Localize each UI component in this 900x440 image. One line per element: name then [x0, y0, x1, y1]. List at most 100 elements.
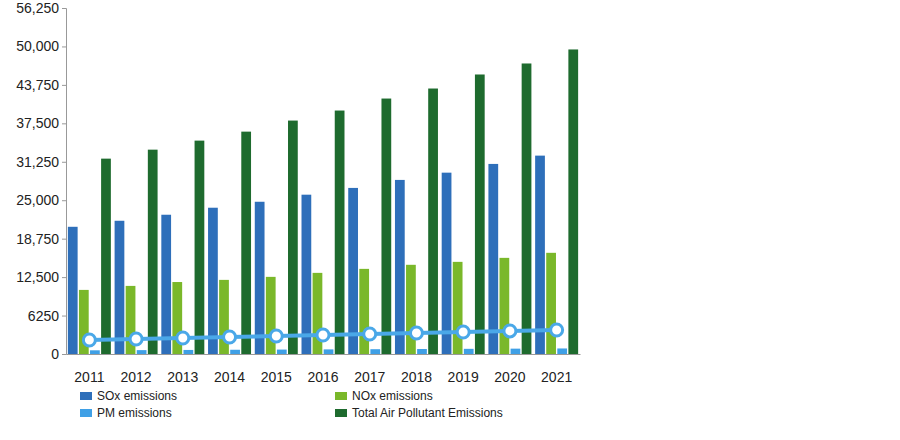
bar: [557, 348, 567, 354]
bar: [230, 350, 240, 354]
x-axis: 2011 2012 2013 2014 2015 2016 2017 2018 2019 2020…: [67, 354, 581, 385]
marker: [83, 334, 95, 346]
tick: 12,500: [16, 269, 66, 285]
tick-label: 2021: [541, 369, 572, 385]
tick-mark: [62, 8, 66, 9]
tick-label: 2011: [74, 369, 104, 385]
tick-label: 2016: [307, 369, 338, 385]
bar: [417, 349, 427, 354]
bar: [381, 99, 391, 354]
tick-mark: [62, 123, 66, 124]
tick-label: 2012: [121, 369, 152, 385]
bar: [241, 132, 251, 354]
bar-series: [90, 348, 567, 354]
bar: [161, 215, 171, 354]
bar: [568, 49, 578, 354]
legend-label: Total Air Pollutant Emissions: [352, 406, 503, 420]
tick-label: 2017: [354, 369, 385, 385]
tick-mark: [62, 200, 66, 201]
tick: 2020: [494, 354, 525, 385]
bar: [183, 350, 193, 354]
tick-label: 0: [51, 346, 59, 362]
tick: 2021: [541, 354, 572, 385]
tick-label: 2020: [494, 369, 525, 385]
tick-label: 18,750: [16, 231, 59, 247]
tick: 2012: [121, 354, 152, 385]
tick-mark: [62, 162, 66, 163]
legend-item: SOx emissions: [80, 389, 177, 403]
legend-swatch: [335, 392, 347, 400]
tick: 2011: [74, 354, 104, 385]
bar: [255, 202, 265, 354]
bar: [288, 121, 298, 354]
bar: [370, 349, 380, 354]
tick: 0: [51, 346, 66, 362]
tick: 2015: [261, 354, 292, 385]
bar: [428, 89, 438, 354]
tick-label: 25,000: [16, 192, 59, 208]
tick: 2017: [354, 354, 385, 385]
marker: [504, 325, 516, 337]
tick-mark: [62, 46, 66, 47]
tick: 2013: [167, 354, 198, 385]
tick: 50,000: [16, 38, 66, 54]
bar: [522, 63, 532, 354]
tick: 2019: [448, 354, 479, 385]
bar: [395, 180, 405, 354]
tick: 25,000: [16, 192, 66, 208]
legend-item: NOx emissions: [335, 389, 433, 403]
bar: [148, 150, 158, 354]
tick-mark: [62, 239, 66, 240]
tick-mark: [62, 277, 66, 278]
marker: [457, 326, 469, 338]
tick-label: 2014: [214, 369, 245, 385]
legend-swatch: [335, 409, 347, 417]
legend-item: PM emissions: [80, 406, 172, 420]
tick: 18,750: [16, 231, 66, 247]
marker: [317, 329, 329, 341]
tick: 2016: [307, 354, 338, 385]
tick: 2014: [214, 354, 245, 385]
bar: [546, 253, 556, 354]
bar: [68, 227, 78, 354]
line-markers: [83, 324, 562, 346]
bar: [101, 159, 111, 354]
marker: [364, 328, 376, 340]
y-axis: 0625012,50018,75025,00031,25037,50043,75…: [16, 0, 66, 362]
legend-label: NOx emissions: [352, 389, 433, 403]
bar: [359, 269, 369, 354]
bar: [535, 156, 545, 354]
chart: 0625012,50018,75025,00031,25037,50043,75…: [0, 0, 900, 440]
bar: [195, 141, 205, 354]
bar: [475, 74, 485, 354]
bar: [324, 349, 334, 354]
bar: [511, 349, 521, 354]
bar: [453, 262, 463, 354]
plot-marks: [68, 49, 578, 354]
bar: [488, 164, 498, 354]
tick-mark: [62, 85, 66, 86]
tick: 37,500: [16, 115, 66, 131]
marker: [410, 327, 422, 339]
tick-label: 2018: [401, 369, 432, 385]
bar: [208, 208, 218, 354]
legend-item: Total Air Pollutant Emissions: [335, 406, 503, 420]
tick: 56,250: [16, 0, 66, 16]
tick-label: 12,500: [16, 269, 59, 285]
bar: [277, 350, 287, 354]
tick: 6250: [28, 308, 66, 324]
tick-label: 31,250: [16, 154, 59, 170]
marker: [551, 324, 563, 336]
marker: [177, 332, 189, 344]
legend-swatch: [80, 409, 92, 417]
tick-label: 2015: [261, 369, 292, 385]
bar: [464, 349, 474, 354]
axis-line: [67, 354, 581, 355]
tick-label: 2013: [167, 369, 198, 385]
bar: [335, 111, 345, 354]
tick-label: 37,500: [16, 115, 59, 131]
marker: [224, 331, 236, 343]
bar: [348, 188, 358, 354]
tick-label: 6250: [28, 308, 59, 324]
bar: [115, 221, 125, 354]
